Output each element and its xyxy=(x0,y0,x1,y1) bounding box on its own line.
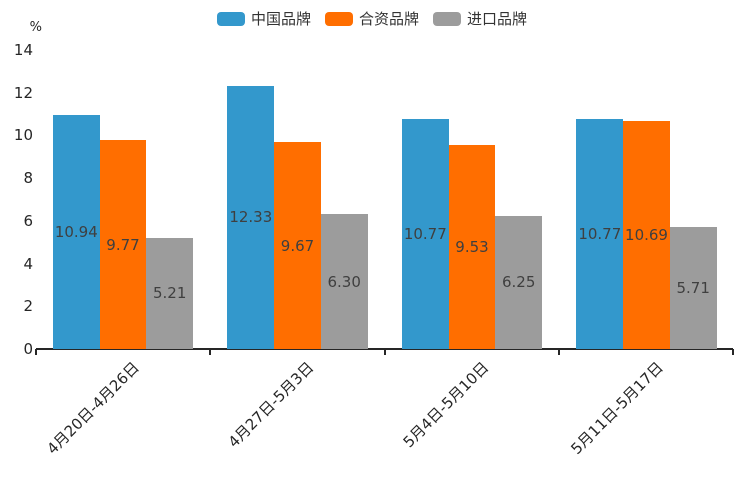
bar-value-label: 10.94 xyxy=(54,223,98,242)
bar xyxy=(448,145,496,349)
y-axis-label: 4 xyxy=(23,254,33,273)
bar xyxy=(227,85,275,349)
y-axis-label: 0 xyxy=(23,340,33,358)
y-axis-label: 10 xyxy=(13,126,33,145)
bar xyxy=(146,237,194,349)
bar xyxy=(576,118,624,349)
legend-item[interactable]: 进口品牌 xyxy=(433,8,527,29)
x-axis-label: 5月4日-5月10日 xyxy=(399,358,493,452)
legend-swatch xyxy=(433,11,461,26)
bar-value-label: 6.25 xyxy=(501,273,536,292)
bar xyxy=(274,142,321,349)
y-axis-label: 2 xyxy=(23,297,33,316)
legend-item[interactable]: 合资品牌 xyxy=(324,8,419,29)
bar-value-label: 5.21 xyxy=(152,284,187,303)
y-axis-unit-label: % xyxy=(29,20,42,35)
bar xyxy=(99,140,147,349)
legend-label: 合资品牌 xyxy=(358,10,419,28)
bar-value-label: 10.77 xyxy=(403,224,447,243)
legend: 中国品牌 合资品牌 进口品牌 xyxy=(0,8,744,29)
bar-value-label: 10.77 xyxy=(578,224,622,243)
bar-value-label: 10.69 xyxy=(625,225,668,244)
x-axis-tick xyxy=(557,349,560,355)
bar xyxy=(401,118,449,349)
y-axis-label: 8 xyxy=(23,169,33,188)
bar-value-label: 5.71 xyxy=(676,279,710,298)
bar xyxy=(52,115,100,349)
bar-value-label: 9.77 xyxy=(106,235,140,254)
x-axis-label: 4月20日-4月26日 xyxy=(43,358,144,458)
bar-value-label: 6.30 xyxy=(327,272,361,291)
x-axis-tick xyxy=(35,349,37,355)
x-axis-tick xyxy=(209,349,212,355)
x-axis-label: 4月27日-5月3日 xyxy=(224,358,318,452)
bar-value-label: 12.33 xyxy=(229,208,273,227)
bar xyxy=(320,214,368,349)
x-axis-label: 5月11日-5月17日 xyxy=(567,358,667,458)
bar xyxy=(669,227,717,349)
bar xyxy=(495,215,543,349)
x-axis-tick xyxy=(732,349,734,355)
bar-value-label: 9.53 xyxy=(455,238,489,257)
legend-label: 中国品牌 xyxy=(250,10,311,28)
legend-swatch xyxy=(216,11,245,26)
bar xyxy=(623,120,670,349)
y-axis-label: 6 xyxy=(23,211,33,230)
y-axis-label: 14 xyxy=(13,41,33,59)
bar-value-label: 9.67 xyxy=(280,236,315,255)
legend-label: 进口品牌 xyxy=(467,10,528,28)
x-axis-tick xyxy=(383,349,386,355)
y-axis-label: 12 xyxy=(13,83,33,102)
legend-item[interactable]: 中国品牌 xyxy=(216,8,311,29)
legend-swatch xyxy=(324,11,353,26)
